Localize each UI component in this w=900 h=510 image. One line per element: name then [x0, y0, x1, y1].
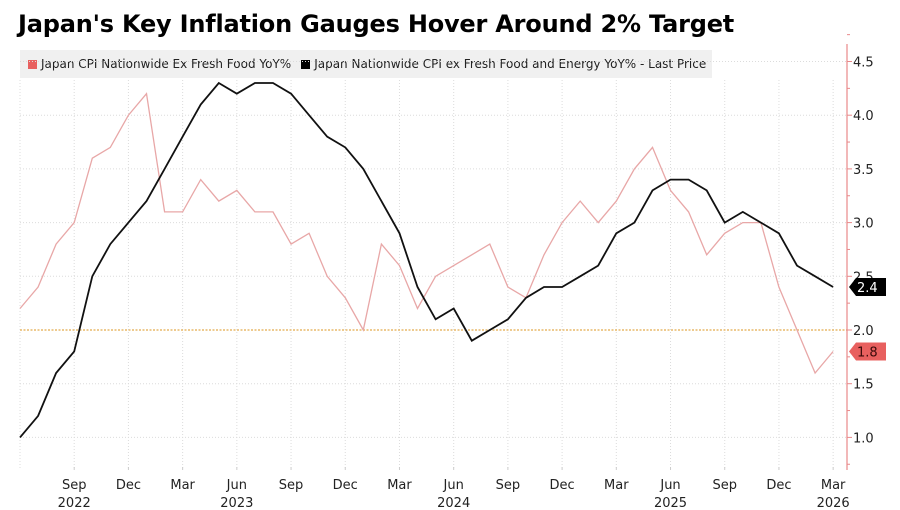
y-tick-label: 3.0 — [853, 217, 874, 232]
last-value-tag-headline: 1.8 — [849, 342, 886, 361]
x-tick-label: Sep — [496, 478, 521, 493]
x-tick-label: Dec — [550, 478, 575, 493]
x-axis: Sep 2022 Dec Mar Jun 2023 Sep Dec Mar Jun 2024 Sep D… — [58, 467, 850, 510]
x-tick-label: Sep — [279, 478, 304, 493]
tag-background — [849, 278, 886, 297]
y-tick-label: 4.0 — [853, 109, 874, 124]
legend-label: Japan Nationwide CPI ex Fresh Food and E… — [314, 57, 707, 71]
x-tick-label: Dec — [333, 478, 358, 493]
legend-label: Japan CPI Nationwide Ex Fresh Food YoY% — [41, 57, 292, 71]
tag-value: 1.8 — [857, 345, 878, 360]
gridlines — [19, 61, 847, 470]
y-axis: 1.01.52.02.53.03.54.04.5 — [846, 34, 874, 470]
y-tick-label: 1.0 — [853, 431, 874, 446]
series-line-cpi-ex-fresh-food — [19, 92, 834, 375]
x-tick-year-label: 2024 — [437, 496, 470, 510]
y-tick-label: 2.0 — [853, 324, 874, 339]
tag-value: 2.4 — [857, 281, 878, 296]
chart-title: Japan's Key Inflation Gauges Hover Aroun… — [18, 10, 735, 38]
x-tick-label: Dec — [116, 478, 141, 493]
x-tick-label: Mar — [604, 478, 629, 493]
legend-item-cpi-ex-fresh-food-energy: Japan Nationwide CPI ex Fresh Food and E… — [301, 57, 706, 71]
y-tick-label: 1.5 — [853, 378, 874, 393]
x-tick-label: Sep — [62, 478, 87, 493]
tag-background — [849, 342, 886, 361]
y-tick-label: 3.5 — [853, 163, 874, 178]
x-tick-year-label: 2026 — [817, 496, 850, 510]
x-tick-year-label: 2023 — [220, 496, 253, 510]
x-tick-year-label: 2022 — [58, 496, 91, 510]
y-tick-label: 4.5 — [853, 56, 874, 71]
x-tick-label: Dec — [766, 478, 791, 493]
series-lines — [19, 81, 834, 438]
x-tick-label: Jun — [226, 478, 247, 493]
x-tick-label: Jun — [443, 478, 464, 493]
x-tick-label: Mar — [387, 478, 412, 493]
last-value-tags: 2.4 1.8 — [849, 278, 886, 361]
x-tick-label: Jun — [659, 478, 680, 493]
x-tick-label: Sep — [712, 478, 737, 493]
legend: Japan CPI Nationwide Ex Fresh Food YoY% … — [20, 50, 712, 78]
x-tick-label: Mar — [821, 478, 846, 493]
legend-swatch-black — [301, 59, 311, 69]
legend-item-cpi-ex-fresh-food: Japan CPI Nationwide Ex Fresh Food YoY% — [28, 57, 291, 71]
series-line-cpi-ex-fresh-food-energy — [19, 81, 834, 438]
last-value-tag-core: 2.4 — [849, 278, 886, 297]
x-tick-year-label: 2025 — [654, 496, 687, 510]
legend-swatch-pink — [28, 59, 37, 69]
x-tick-label: Mar — [170, 478, 195, 493]
